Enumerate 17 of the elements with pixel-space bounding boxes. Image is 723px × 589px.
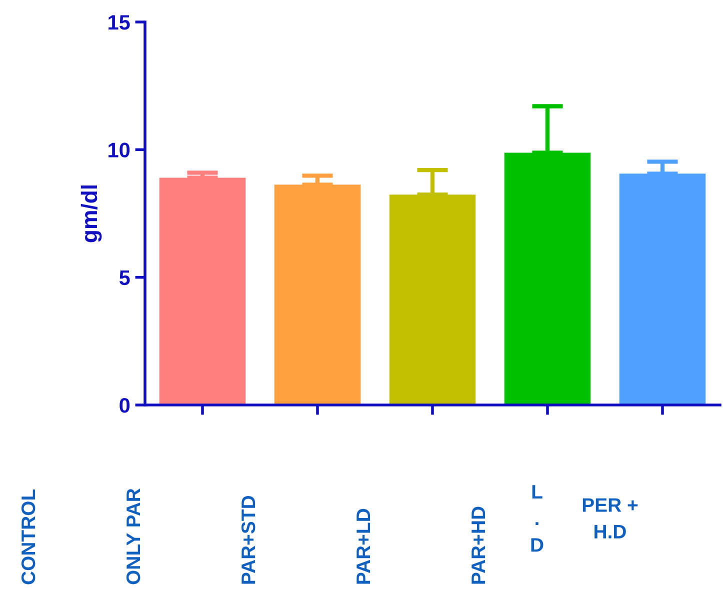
text: PAR+LD [356, 508, 370, 584]
text: PAR+STD [241, 496, 256, 584]
bar [504, 152, 591, 405]
y-axis-title: gm/dl [80, 185, 102, 242]
bar [619, 174, 706, 405]
y-tick-label: 10 [108, 142, 130, 158]
text: L . D [531, 485, 544, 552]
y-tick-label: 15 [108, 15, 130, 30]
y-tick-label: 0 [120, 398, 130, 413]
text: PAR+HD [472, 506, 486, 584]
bar [159, 178, 246, 405]
text: CONTROL [21, 489, 36, 584]
y-tick-label: 5 [119, 270, 130, 286]
text: PER + H.D [582, 498, 638, 538]
text: ONLY PAR [126, 488, 140, 584]
bar [274, 184, 361, 405]
bar [389, 194, 476, 405]
